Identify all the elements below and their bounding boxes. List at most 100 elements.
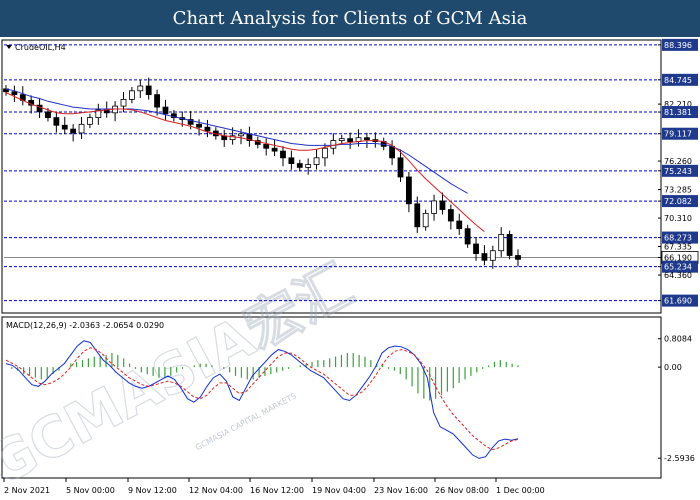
y-tick-label: 76.260 [664, 157, 692, 166]
candle-body [263, 144, 270, 149]
candle-body [464, 228, 471, 245]
candle-body [204, 126, 211, 132]
y-tick-label: 66.190 [664, 254, 692, 263]
candle-body [305, 164, 312, 168]
candle-body [405, 176, 412, 205]
y-tick-label: 72.082 [664, 197, 692, 206]
macd-y-tick-label: 0.00 [664, 363, 682, 372]
candle-body [145, 85, 152, 96]
candle-body [280, 150, 286, 159]
candle-body [515, 255, 521, 260]
price-level-badge [662, 38, 698, 51]
candle-body [187, 119, 194, 125]
candle-body [61, 124, 68, 130]
candle-body [389, 145, 395, 159]
x-tick-label: 2 Nov 2021 [4, 486, 50, 495]
candle-body [3, 88, 9, 93]
candle-body [322, 147, 328, 159]
candle-body [70, 128, 77, 134]
candle-body [330, 140, 337, 149]
watermark: GCMASIA宏汇 [0, 253, 364, 499]
candle-body [447, 209, 454, 222]
candle-body [481, 253, 488, 261]
moving-average-blue [5, 88, 468, 194]
candle-body [129, 90, 135, 100]
candle-body [439, 200, 446, 210]
y-tick-label: 70.310 [664, 214, 692, 223]
candle-body [296, 163, 303, 168]
candle-body [36, 104, 43, 113]
candle-body [489, 250, 496, 261]
candle-body [422, 212, 429, 228]
candle-body [431, 200, 437, 214]
candle-body [414, 203, 421, 228]
candle-body [53, 117, 60, 126]
moving-average-red [5, 92, 485, 232]
candle-body [162, 106, 169, 115]
price-level-badge [662, 106, 698, 119]
candle-body [95, 109, 102, 119]
symbol-dropdown-icon[interactable] [6, 45, 12, 49]
watermark-small: GCMASIA CAPITAL MARKETS [194, 391, 298, 452]
candle-body [347, 138, 354, 142]
candle-body [473, 243, 479, 254]
candle-body [288, 157, 295, 164]
macd-signal-line [5, 347, 519, 451]
price-level-badge [662, 294, 698, 307]
candle-body [456, 220, 463, 230]
y-tick-label: 82.210 [664, 100, 692, 109]
price-level-badge [662, 231, 698, 244]
candle-body [11, 91, 18, 96]
candle-body [229, 135, 236, 141]
candle-body [397, 157, 404, 178]
candle-body [78, 123, 85, 134]
macd-panel-frame [1, 316, 662, 479]
candle-body [271, 147, 278, 152]
y-tick-label: 84.745 [664, 76, 692, 85]
y-tick-label: 67.335 [664, 243, 692, 252]
y-tick-label: 88.396 [664, 41, 692, 50]
candle-body [338, 138, 345, 141]
candle-body [238, 133, 244, 137]
candle-body [87, 117, 93, 125]
y-tick-label: 73.285 [664, 186, 692, 195]
x-tick-label: 23 Nov 16:00 [374, 486, 428, 495]
x-tick-label: 9 Nov 12:00 [128, 486, 177, 495]
price-level-badge [662, 164, 698, 177]
macd-y-tick-label: -2.5936 [664, 454, 695, 463]
candle-body [154, 94, 160, 108]
symbol-label: CrudeOIL,H4 [15, 43, 66, 52]
candle-body [196, 123, 202, 128]
macd-line [5, 340, 519, 459]
price-level-badge [662, 73, 698, 86]
x-tick-label: 16 Nov 12:00 [250, 486, 304, 495]
candle-body [120, 99, 127, 107]
candle-body [498, 234, 505, 252]
price-panel-frame [1, 39, 662, 314]
banner-title: Chart Analysis for Clients of GCM Asia [0, 0, 700, 37]
y-tick-label: 64.360 [664, 271, 692, 280]
x-tick-label: 1 Dec 00:00 [496, 486, 545, 495]
macd-y-tick-label: 0.8084 [664, 335, 692, 344]
candle-body [137, 85, 144, 92]
y-tick-label: 81.381 [664, 108, 692, 117]
y-tick-label: 65.234 [664, 263, 692, 272]
price-level-badge [662, 195, 698, 208]
price-level-badge [662, 260, 698, 273]
x-tick-label: 12 Nov 04:00 [189, 486, 243, 495]
candle-body [313, 157, 320, 165]
macd-label: MACD(12,26,9) -2.0363 -2.0654 0.0290 [6, 321, 164, 330]
candle-body [364, 137, 370, 141]
y-tick-label: 61.690 [664, 297, 692, 306]
x-tick-label: 26 Nov 08:00 [435, 486, 489, 495]
y-tick-label: 79.117 [664, 130, 692, 139]
candle-body [506, 234, 513, 256]
y-tick-label: 75.243 [664, 167, 692, 176]
candle-body [45, 111, 51, 119]
price-level-badge [662, 127, 698, 140]
x-tick-label: 5 Nov 00:00 [66, 486, 115, 495]
y-tick-label: 68.273 [664, 234, 692, 243]
x-tick-label: 19 Nov 04:00 [312, 486, 366, 495]
